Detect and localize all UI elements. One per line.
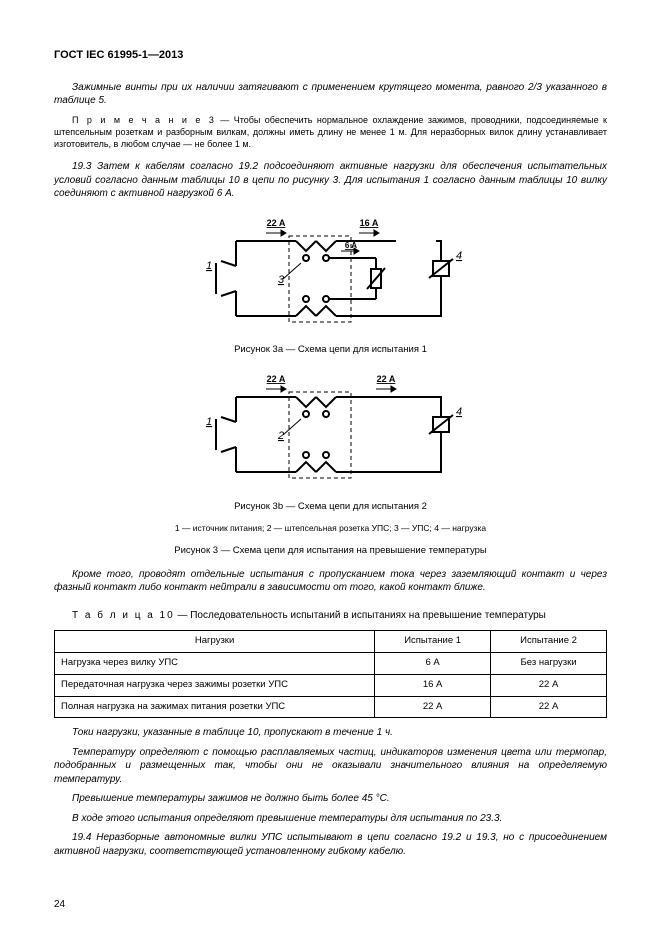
figure-3a: 22 A 16 A 6 A 1 3 4 (54, 211, 607, 341)
note-3: П р и м е ч а н и е 3 — Чтобы обеспечить… (54, 114, 607, 150)
cell: 22 А (491, 696, 607, 718)
cell: Нагрузка через вилку УПС (55, 652, 375, 674)
th-test2: Испытание 2 (491, 631, 607, 653)
figure-3b-svg: 22 A 22 A 1 2 4 (181, 367, 481, 492)
fig3b-1: 1 (205, 416, 211, 428)
th-loads: Нагрузки (55, 631, 375, 653)
table-10-title: Т а б л и ц а 10 — Последовательность ис… (54, 609, 607, 623)
th-test1: Испытание 1 (375, 631, 491, 653)
cell: Без нагрузки (491, 652, 607, 674)
table-row: Нагрузки Испытание 1 Испытание 2 (55, 631, 607, 653)
doc-header: ГОСТ IEC 61995-1—2013 (54, 48, 607, 63)
cell: Передаточная нагрузка через зажимы розет… (55, 674, 375, 696)
figure-3-caption: Рисунок 3 — Схема цепи для испытания на … (54, 545, 607, 558)
figure-3b-caption: Рисунок 3b — Схема цепи для испытания 2 (54, 501, 607, 514)
para-after-1: Токи нагрузки, указанные в таблице 10, п… (54, 726, 607, 740)
table-row: Передаточная нагрузка через зажимы розет… (55, 674, 607, 696)
table-10-label: Т а б л и ц а 10 (72, 610, 175, 621)
fig3a-22a: 22 A (266, 218, 285, 228)
table-row: Полная нагрузка на зажимах питания розет… (55, 696, 607, 718)
para-after-5: 19.4 Неразборные автономные вилки УПС ис… (54, 831, 607, 858)
fig3b-22a-r: 22 A (376, 374, 395, 384)
note-label: П р и м е ч а н и е 3 (72, 115, 216, 125)
cell: 16 А (375, 674, 491, 696)
cell: 22 А (491, 674, 607, 696)
fig3b-4: 4 (455, 406, 461, 418)
page-number: 24 (54, 898, 65, 912)
table-row: Нагрузка через вилку УПС 6 А Без нагрузк… (55, 652, 607, 674)
figure-3-legend: 1 — источник питания; 2 — штепсельная ро… (54, 523, 607, 534)
cell: Полная нагрузка на зажимах питания розет… (55, 696, 375, 718)
para-after-2: Температуру определяют с помощью расплав… (54, 746, 607, 787)
fig3b-2: 2 (276, 430, 283, 442)
fig3a-6a: 6 A (344, 241, 356, 250)
figure-3a-svg: 22 A 16 A 6 A 1 3 4 (181, 211, 481, 336)
page: ГОСТ IEC 61995-1—2013 Зажимные винты при… (0, 0, 661, 935)
fig3a-1: 1 (205, 260, 211, 272)
fig3a-16a: 16 A (359, 218, 378, 228)
para-19-3: 19.3 Затем к кабелям согласно 19.2 подсо… (54, 160, 607, 201)
para-after-4: В ходе этого испытания определяют превыш… (54, 812, 607, 826)
cell: 6 А (375, 652, 491, 674)
table-10-body: — Последовательность испытаний в испытан… (175, 610, 546, 621)
fig3a-3: 3 (277, 274, 284, 286)
para-besides: Кроме того, проводят отдельные испытания… (54, 568, 607, 595)
cell: 22 А (375, 696, 491, 718)
fig3a-4: 4 (455, 250, 461, 262)
para-after-3: Превышение температуры зажимов не должно… (54, 792, 607, 806)
fig3b-22a-l: 22 A (266, 374, 285, 384)
figure-3a-caption: Рисунок 3а — Схема цепи для испытания 1 (54, 344, 607, 357)
table-10: Нагрузки Испытание 1 Испытание 2 Нагрузк… (54, 630, 607, 718)
figure-3b: 22 A 22 A 1 2 4 (54, 367, 607, 497)
para-1: Зажимные винты при их наличии затягивают… (54, 81, 607, 108)
